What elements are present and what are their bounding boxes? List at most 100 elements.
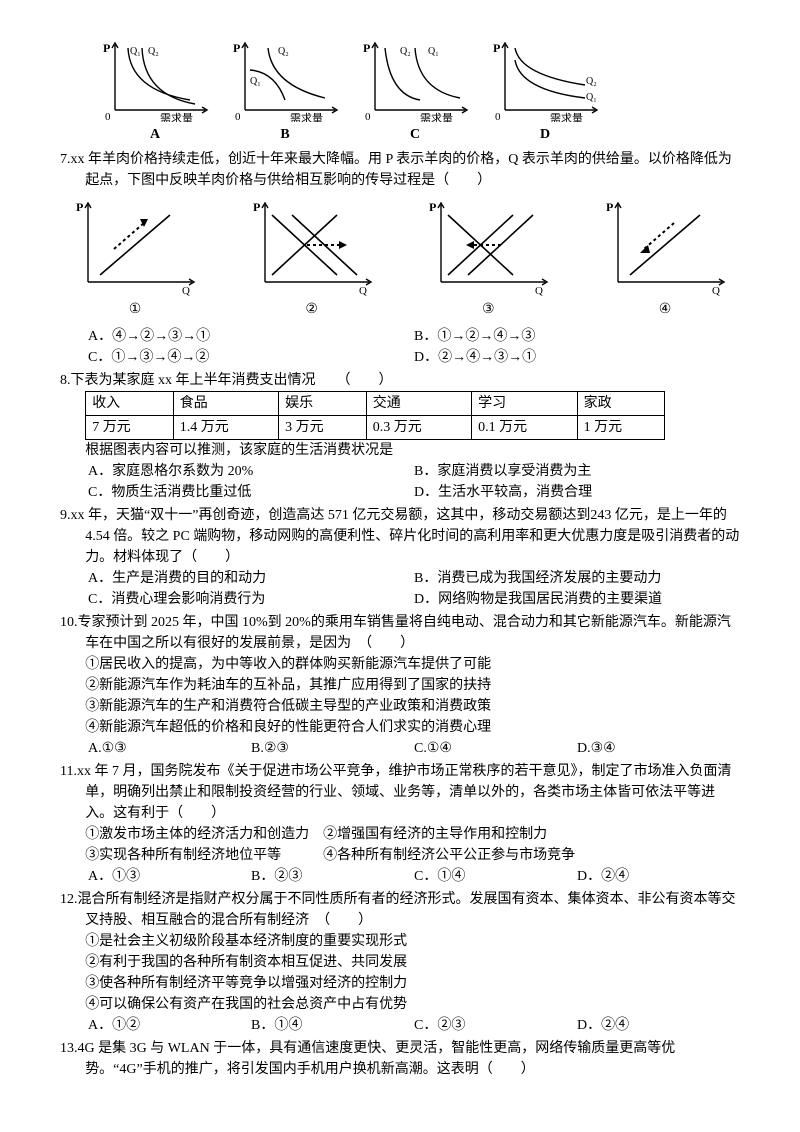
q11-options: A．①③ B．②③ C．①④ D．②④ [60,866,740,887]
svg-text:P: P [606,200,613,214]
q7-opt-c: C．①→③→④→② [88,350,209,365]
q8-r4: 0.1 万元 [472,416,577,440]
q7-options: A．④→②→③→① B．①→②→④→③ [60,326,740,347]
svg-text:Q₁: Q₁ [250,76,261,87]
q8-text: 8.下表为某家庭 xx 年上半年消费支出情况 （ ） [60,370,740,391]
svg-text:P: P [253,200,260,214]
q8-h0: 收入 [86,392,174,416]
q9-opt-a: A．生产是消费的目的和动力 [88,571,266,586]
q7-diagrams: P Q ① P Q ② [70,197,730,320]
q8-options: A．家庭恩格尔系数为 20% B．家庭消费以享受消费为主 [60,461,740,482]
q12-l4: ④可以确保公有资产在我国的社会总资产中占有优势 [60,994,740,1015]
question-9: 9.xx 年，天猫“双十一”再创奇迹，创造高达 571 亿元交易额，这其中，移动… [60,505,740,610]
q8-opt-d: D．生活水平较高，消费合理 [414,485,592,500]
q7-diag-4-label: ④ [659,299,672,320]
q7-diag-3: P Q ③ [423,197,553,320]
q8-h2: 娱乐 [279,392,367,416]
table-row: 7 万元 1.4 万元 3 万元 0.3 万元 0.1 万元 1 万元 [86,416,665,440]
q8-h3: 交通 [366,392,471,416]
question-7: 7.xx 年羊肉价格持续走低，创近十年来最大降幅。用 P 表示羊肉的价格，Q 表… [60,149,740,368]
question-10: 10.专家预计到 2025 年，中国 10%到 20%的乘用车销售量将自纯电动、… [60,612,740,759]
q8-h4: 学习 [472,392,577,416]
q12-l2: ②有利于我国的各种所有制资本相互促进、共同发展 [60,952,740,973]
q8-opt-a: A．家庭恩格尔系数为 20% [88,464,253,479]
q13-text: 13.4G 是集 3G 与 WLAN 于一体，具有通信速度更快、更灵活，智能性更… [60,1038,740,1080]
chart-d: P 0 需求量 Q₂ Q₁ D [490,40,600,145]
q9-opt-b: B．消费已成为我国经济发展的主要动力 [414,571,661,586]
chart-d-svg: P 0 需求量 Q₂ Q₁ [490,40,600,122]
q11-opt-d: D．②④ [577,866,740,887]
svg-text:需求量: 需求量 [550,112,583,122]
q9-opt-d: D．网络购物是我国居民消费的主要渠道 [414,592,662,607]
q8-r0: 7 万元 [86,416,174,440]
q10-text: 10.专家预计到 2025 年，中国 10%到 20%的乘用车销售量将自纯电动、… [60,612,740,654]
chart-d-label: D [540,124,550,145]
q8-opt-b: B．家庭消费以享受消费为主 [414,464,591,479]
chart-a: P 0 需求量 Q₁ Q₂ A [100,40,210,145]
svg-text:P: P [493,41,500,55]
chart-a-label: A [150,124,160,145]
q12-opt-a: A．①② [88,1015,251,1036]
q8-r1: 1.4 万元 [173,416,278,440]
svg-text:需求量: 需求量 [290,112,323,122]
svg-text:需求量: 需求量 [420,112,453,122]
q7-opt-d: D．②→④→③→① [414,350,536,365]
q11-opt-c: C．①④ [414,866,577,887]
q8-table: 收入 食品 娱乐 交通 学习 家政 7 万元 1.4 万元 3 万元 0.3 万… [85,391,665,440]
chart-b: P 0 需求量 Q₂ Q₁ B [230,40,340,145]
q10-opt-a: A.①③ [88,738,251,759]
question-11: 11.xx 年 7 月，国务院发布《关于促进市场公平竞争，维护市场正常秩序的若干… [60,761,740,887]
svg-text:P: P [429,200,436,214]
svg-text:0: 0 [105,111,111,122]
q8-h1: 食品 [173,392,278,416]
svg-text:Q₁: Q₁ [130,46,141,57]
q7-diag-3-label: ③ [482,299,495,320]
chart-b-label: B [280,124,289,145]
svg-text:Q₁: Q₁ [428,46,439,57]
top-chart-row: P 0 需求量 Q₁ Q₂ A P 0 需求量 Q₂ Q₁ B [100,40,740,145]
question-8: 8.下表为某家庭 xx 年上半年消费支出情况 （ ） 收入 食品 娱乐 交通 学… [60,370,740,503]
svg-text:Q₂: Q₂ [400,46,411,57]
q10-options: A.①③ B.②③ C.①④ D.③④ [60,738,740,759]
svg-text:Q₂: Q₂ [586,76,597,87]
q8-h5: 家政 [577,392,665,416]
q10-opt-c: C.①④ [414,738,577,759]
q7-diag-2: P Q ② [247,197,377,320]
chart-c: P 0 需求量 Q₂ Q₁ C [360,40,470,145]
q9-text: 9.xx 年，天猫“双十一”再创奇迹，创造高达 571 亿元交易额，这其中，移动… [60,505,740,568]
svg-text:需求量: 需求量 [160,112,193,122]
q10-l3: ③新能源汽车的生产和消费符合低碳主导型的产业政策和消费政策 [60,696,740,717]
svg-text:P: P [363,41,370,55]
q11-text: 11.xx 年 7 月，国务院发布《关于促进市场公平竞争，维护市场正常秩序的若干… [60,761,740,824]
svg-text:P: P [76,200,83,214]
q11-l1: ①激发市场主体的经济活力和创造力 ②增强国有经济的主导作用和控制力 [60,824,740,845]
table-row: 收入 食品 娱乐 交通 学习 家政 [86,392,665,416]
q11-l2: ③实现各种所有制经济地位平等 ④各种所有制经济公平公正参与市场竞争 [60,845,740,866]
q8-opt-c: C．物质生活消费比重过低 [88,485,251,500]
svg-text:Q: Q [359,285,367,297]
q11-opt-b: B．②③ [251,866,414,887]
q12-opt-c: C．②③ [414,1015,577,1036]
q7-opt-a: A．④→②→③→① [88,329,210,344]
svg-text:Q₂: Q₂ [278,46,289,57]
chart-a-svg: P 0 需求量 Q₁ Q₂ [100,40,210,122]
svg-text:Q₁: Q₁ [586,92,597,103]
q10-l4: ④新能源汽车超低的价格和良好的性能更符合人们求实的消费心理 [60,717,740,738]
q7-diag-1: P Q ① [70,197,200,320]
svg-text:0: 0 [365,111,371,122]
q10-l1: ①居民收入的提高，为中等收入的群体购买新能源汽车提供了可能 [60,654,740,675]
q11-opt-a: A．①③ [88,866,251,887]
q8-r2: 3 万元 [279,416,367,440]
question-13: 13.4G 是集 3G 与 WLAN 于一体，具有通信速度更快、更灵活，智能性更… [60,1038,740,1080]
q7-diag-4: P Q ④ [600,197,730,320]
chart-c-svg: P 0 需求量 Q₂ Q₁ [360,40,470,122]
q10-opt-d: D.③④ [577,738,740,759]
svg-text:Q: Q [712,285,720,297]
q12-opt-d: D．②④ [577,1015,740,1036]
q9-options: A．生产是消费的目的和动力 B．消费已成为我国经济发展的主要动力 [60,568,740,589]
q7-text: 7.xx 年羊肉价格持续走低，创近十年来最大降幅。用 P 表示羊肉的价格，Q 表… [60,149,740,191]
svg-text:Q: Q [535,285,543,297]
q10-opt-b: B.②③ [251,738,414,759]
q12-text: 12.混合所有制经济是指财产权分属于不同性质所有者的经济形式。发展国有资本、集体… [60,889,740,931]
svg-text:P: P [103,41,110,55]
